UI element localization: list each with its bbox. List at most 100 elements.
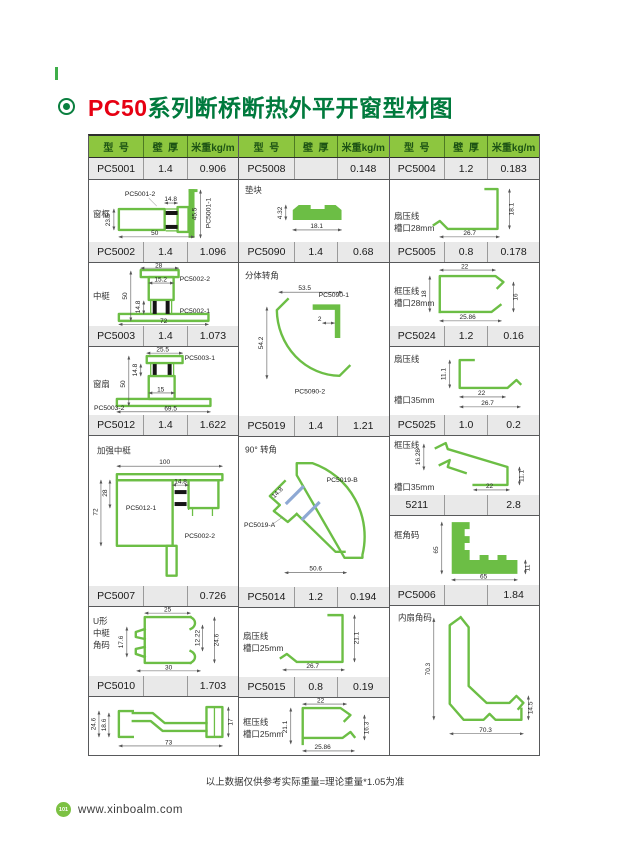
pc5001-svg: 窗框 23.5 14.8 45.5 PC5001-1 50 PC5001-2: [93, 189, 212, 239]
model-cell: PC5025: [390, 415, 445, 435]
pc5008-svg: 垫块 4.32 18.1: [245, 185, 343, 232]
dim-label: 22: [461, 264, 469, 271]
header-weight: 米重kg/m: [191, 143, 235, 154]
corner-bracket: [451, 522, 518, 574]
thickness-cell: 1.4: [144, 415, 188, 435]
thickness-cell: 1.0: [445, 415, 489, 435]
dim-label: 22: [478, 390, 486, 397]
thermal-bar: [174, 490, 187, 495]
pc5003-svg: 窗扇 25.5 14.8 50 15 69.5 PC5003-1 PC5003-…: [93, 347, 215, 414]
column-group-1: 型 号 壁 厚 米重kg/m PC5001 1.4 0.906 窗框 23.5: [89, 136, 239, 755]
pc5004-svg: 扇压线 槽口28mm 18.1 26.7: [394, 187, 515, 239]
title-series: PC50: [88, 95, 148, 121]
column-group-2: 型 号 壁 厚 米重kg/m PC5008 0.148 垫块 4.32 18.1…: [238, 136, 390, 755]
profile-arc: [275, 297, 352, 378]
thermal-bar: [165, 224, 178, 229]
profile-path: [438, 274, 505, 314]
dim-label: 2: [318, 316, 322, 323]
dim-label: 24.6: [213, 633, 220, 646]
spec-row-pc5007: PC5007 0.726: [89, 585, 239, 607]
dim-label: 21.1: [282, 720, 289, 733]
caption: U形: [93, 616, 108, 626]
dim-label: 14.8: [174, 479, 187, 486]
page-title: PC50系列断桥断热外平开窗型材图: [88, 89, 453, 123]
weight-cell: 0.148: [350, 162, 377, 175]
thickness-cell: 1.4: [144, 158, 188, 179]
dim-label: 28: [102, 489, 109, 497]
profile-path: [117, 207, 166, 232]
model-cell: PC5090: [239, 242, 295, 262]
part-label: PC5003-2: [94, 405, 125, 412]
dim-label: 11: [524, 564, 531, 571]
model-cell: PC5005: [390, 242, 445, 262]
model-cell: PC5015: [239, 677, 295, 697]
spec-row-pc5019: PC5019 1.4 1.21: [239, 415, 389, 437]
dim-label: 15.2: [154, 277, 167, 284]
footer-site-row: 101 www.xinboalm.com: [56, 802, 183, 817]
header-thickness: 壁 厚: [144, 136, 188, 157]
dim-label: 24.6: [90, 717, 97, 730]
spec-row-pc5012: PC5012 1.4 1.622: [89, 414, 239, 436]
dim-label: 70.3: [479, 727, 492, 734]
drawing-pc5007: U形 中梃 角码 25 17.6 12.22 24.6 30: [89, 607, 239, 676]
thickness-cell: 1.4: [295, 242, 338, 262]
drawing-pc5003: 窗扇 25.5 14.8 50 15 69.5 PC5003-1 PC5003-…: [89, 347, 239, 415]
header-model: 型 号: [390, 136, 445, 157]
thickness-cell: [144, 676, 188, 696]
dim-label: 25.86: [459, 314, 476, 321]
table-header: 型 号 壁 厚 米重kg/m: [89, 136, 239, 158]
weight-cell: 1.096: [199, 246, 227, 258]
caption: 垫块: [245, 185, 262, 195]
profile-path: [187, 478, 220, 510]
spec-row-pc5090: PC5090 1.4 0.68: [239, 241, 389, 263]
dim-label: 16: [512, 293, 519, 301]
weight-cell: 1.622: [199, 419, 227, 431]
weight-cell: 1.84: [503, 589, 524, 601]
profile-path: [117, 312, 210, 323]
dim-label: 100: [159, 459, 170, 466]
caption: 槽口28mm: [394, 298, 434, 308]
dim-label: 50.6: [310, 566, 323, 573]
part-label: PC5002-2: [180, 276, 211, 283]
drawing-pc5090: 分体转角 53.5 54.2 2 PC5090-1 PC5090-2: [239, 263, 389, 416]
dim-label: 50: [151, 230, 159, 237]
thermal-bar: [174, 502, 187, 507]
thickness-cell: 1.2: [445, 326, 489, 346]
title-bullet-icon: [58, 97, 75, 115]
profile-path: [115, 397, 212, 408]
profile-path: [458, 615, 525, 711]
caption: 90° 转角: [245, 444, 277, 454]
profile-table: 型 号 壁 厚 米重kg/m PC5001 1.4 0.906 窗框 23.5: [88, 134, 540, 756]
thickness-cell: [295, 158, 338, 179]
pc5015-svg: 框压线 槽口25mm 22 21.1 16.3 25.86: [243, 698, 371, 753]
pc5014-svg: 扇压线 槽口25mm 21.1 26.7: [243, 613, 361, 672]
profile-path: [279, 613, 345, 664]
spec-row-pc5014: PC5014 1.2 0.194: [239, 586, 389, 608]
leader-line: [273, 516, 284, 525]
website-text: www.xinboalm.com: [78, 803, 183, 816]
caption: 槽口25mm: [243, 729, 283, 739]
dim-label: 18.1: [508, 202, 515, 215]
pc5019-svg: 90° 转角 14.8 50.6 PC5019-B PC5019-A: [244, 444, 367, 575]
part-label: PC5002-1: [180, 308, 211, 315]
dim-label: 17.6: [118, 635, 125, 648]
part-label: PC5090-1: [319, 292, 350, 299]
dim-label: 18.6: [101, 718, 108, 731]
model-cell: PC5001: [89, 158, 145, 179]
header-weight: 米重kg/m: [341, 143, 385, 154]
header-model: 型 号: [89, 136, 145, 157]
dim-label: 18.1: [311, 223, 324, 230]
drawing-pc5012: 加强中梃 100 14.8 72 28 PC5012-1 PC5002-2: [89, 436, 239, 586]
caption: 扇压线: [394, 354, 420, 364]
profile-path: [437, 458, 467, 475]
dim-label: 50: [122, 292, 129, 300]
dim-label: 11.1: [440, 368, 447, 381]
caption: 窗框: [93, 209, 110, 219]
weight-cell: 1.073: [199, 330, 227, 342]
spec-row-5211: 5211 2.8: [389, 494, 539, 516]
spec-row-pc5004: PC5004 1.2 0.183: [389, 158, 539, 180]
caption: 角码: [93, 640, 110, 650]
part-label: PC5001-1: [205, 198, 212, 229]
weight-cell: 0.16: [503, 330, 524, 342]
